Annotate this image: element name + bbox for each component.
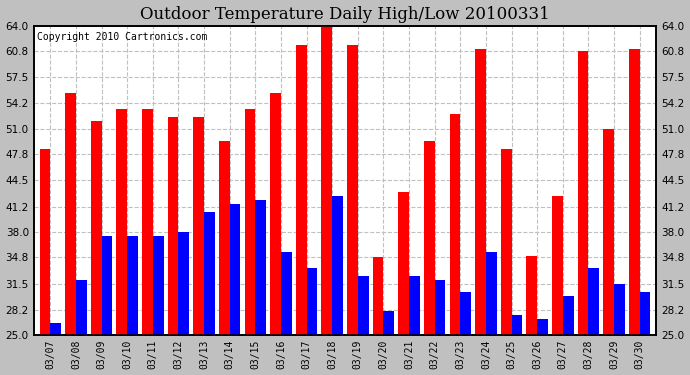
Bar: [358, 276, 368, 375]
Bar: [538, 320, 548, 375]
Bar: [373, 257, 384, 375]
Bar: [219, 141, 230, 375]
Bar: [101, 236, 112, 375]
Bar: [270, 93, 281, 375]
Bar: [398, 192, 409, 375]
Bar: [424, 141, 435, 375]
Bar: [306, 268, 317, 375]
Bar: [142, 109, 152, 375]
Bar: [244, 109, 255, 375]
Bar: [179, 232, 189, 375]
Bar: [168, 117, 179, 375]
Bar: [332, 196, 343, 375]
Text: Copyright 2010 Cartronics.com: Copyright 2010 Cartronics.com: [37, 32, 207, 42]
Bar: [603, 129, 614, 375]
Bar: [450, 114, 460, 375]
Bar: [117, 109, 127, 375]
Bar: [435, 280, 446, 375]
Bar: [501, 148, 511, 375]
Bar: [460, 291, 471, 375]
Bar: [65, 93, 76, 375]
Bar: [91, 121, 101, 375]
Bar: [296, 45, 306, 375]
Bar: [230, 204, 240, 375]
Bar: [347, 45, 358, 375]
Bar: [255, 200, 266, 375]
Bar: [39, 148, 50, 375]
Bar: [614, 284, 625, 375]
Bar: [152, 236, 164, 375]
Bar: [511, 315, 522, 375]
Bar: [475, 50, 486, 375]
Bar: [552, 196, 563, 375]
Bar: [486, 252, 497, 375]
Bar: [76, 280, 87, 375]
Bar: [127, 236, 138, 375]
Bar: [578, 51, 589, 375]
Bar: [204, 212, 215, 375]
Bar: [526, 256, 538, 375]
Bar: [563, 296, 573, 375]
Bar: [409, 276, 420, 375]
Bar: [322, 21, 332, 375]
Bar: [50, 323, 61, 375]
Bar: [629, 50, 640, 375]
Bar: [281, 252, 292, 375]
Title: Outdoor Temperature Daily High/Low 20100331: Outdoor Temperature Daily High/Low 20100…: [140, 6, 550, 22]
Bar: [193, 117, 204, 375]
Bar: [589, 268, 599, 375]
Bar: [384, 311, 394, 375]
Bar: [640, 291, 651, 375]
